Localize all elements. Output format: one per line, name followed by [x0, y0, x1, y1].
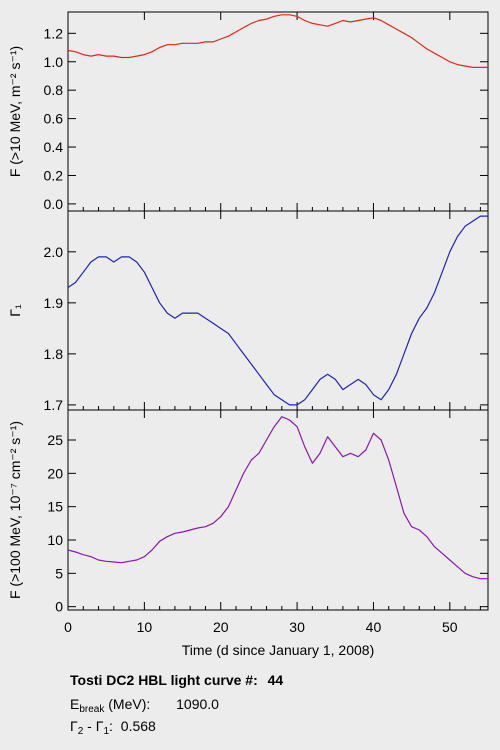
ebreak-value: 1090.0 — [176, 696, 219, 712]
panel-3-series-line — [67, 416, 488, 580]
xtick-label: 20 — [213, 619, 229, 635]
caption-title-line: Tosti DC2 HBL light curve #: 44 — [70, 672, 283, 688]
xtick-label: 50 — [442, 619, 458, 635]
panel-2-ylabel: Γ₁ — [7, 304, 23, 317]
gamma-minus: - — [83, 718, 96, 734]
panel-1-ytick-label: 0.8 — [44, 82, 64, 98]
panel-3-frame — [67, 409, 489, 611]
panel-3-ytick-label: 20 — [47, 465, 63, 481]
ebreak-symbol: E — [70, 696, 80, 712]
panel-2-series-line — [67, 215, 488, 406]
panel-1-ylabel: F (>10 MeV, m⁻² s⁻¹) — [7, 46, 23, 177]
panel-2-ytick-label: 2.0 — [44, 244, 64, 260]
panel-1-ytick-label: 1.0 — [44, 54, 64, 70]
panel-1-series-line — [67, 14, 488, 69]
gamma-diff-value: 0.568 — [120, 718, 156, 734]
ebreak-unit: (MeV): — [104, 696, 151, 712]
gamma-colon: : — [109, 718, 113, 734]
gamma1-subscript: 1 — [103, 726, 110, 737]
panel-3-ytick-label: 10 — [47, 532, 63, 548]
panel-1: 0.0 0.2 0.4 0.6 0.8 1.0 1.2 F (>10 MeV, m⁻² s⁻¹… — [7, 11, 489, 212]
panel-3-ytick-label: 0 — [55, 599, 63, 615]
x-axis-label: Time (d since January 1, 2008) — [182, 642, 374, 658]
panel-1-ytick-label: 0.0 — [44, 196, 64, 212]
panel-3-ytick-label: 25 — [47, 432, 63, 448]
panel-1-ytick-label: 1.2 — [44, 25, 64, 41]
panel-1-ytick-label: 0.6 — [44, 111, 64, 127]
panel-2: 1.7 1.8 1.9 2.0 Γ₁ — [7, 210, 489, 413]
caption-title: Tosti DC2 HBL light curve #: — [70, 672, 258, 688]
panel-2-ytick-label: 1.7 — [44, 397, 64, 413]
ebreak-subscript: break — [79, 704, 105, 715]
gamma2-symbol: Γ — [70, 718, 78, 734]
caption-ebreak-line: Ebreak (MeV): 1090.0 — [70, 696, 219, 715]
gamma1-symbol: Γ — [95, 718, 104, 734]
caption-gamma-diff-line: Γ2 - Γ1: 0.568 — [70, 718, 156, 737]
panel-1-ytick-label: 0.2 — [44, 167, 64, 183]
panel-3: 0 5 10 15 20 25 F (>100 MeV, 10⁻⁷ cm⁻² s⁻¹) — [7, 409, 489, 615]
panel-3-ytick-label: 5 — [55, 565, 63, 581]
panel-2-ytick-label: 1.8 — [44, 346, 64, 362]
panel-3-ytick-label: 15 — [47, 499, 63, 515]
xtick-label: 40 — [366, 619, 382, 635]
panel-1-ytick-label: 0.4 — [44, 139, 64, 155]
panel-3-ylabel: F (>100 MeV, 10⁻⁷ cm⁻² s⁻¹) — [7, 421, 23, 599]
gamma2-subscript: 2 — [77, 726, 84, 737]
panel-2-ytick-label: 1.9 — [44, 295, 64, 311]
xtick-label: 10 — [137, 619, 153, 635]
xtick-label: 0 — [64, 619, 72, 635]
panel-1-frame — [67, 11, 489, 212]
xtick-label: 30 — [289, 619, 305, 635]
caption-curve-number: 44 — [267, 672, 284, 688]
